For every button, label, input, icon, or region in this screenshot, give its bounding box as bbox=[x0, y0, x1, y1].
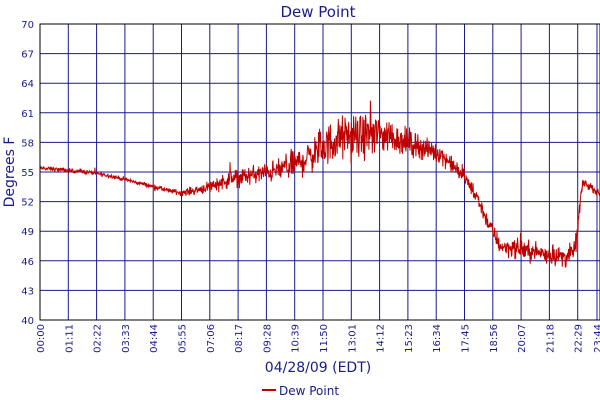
y-tick-label: 40 bbox=[21, 316, 34, 327]
x-axis-label: 04/28/09 (EDT) bbox=[265, 360, 371, 376]
x-tick-label: 16:34 bbox=[432, 324, 443, 353]
x-tick-label: 20:07 bbox=[517, 324, 528, 353]
x-tick-label: 15:23 bbox=[404, 324, 415, 353]
y-axis-label: Degrees F bbox=[2, 137, 18, 208]
y-tick-label: 64 bbox=[21, 79, 34, 90]
x-tick-label: 04:44 bbox=[149, 324, 160, 353]
grid bbox=[39, 23, 600, 321]
y-tick-labels: 40 43 46 49 52 55 58 61 64 67 70 bbox=[21, 20, 34, 327]
legend-label: Dew Point bbox=[279, 384, 339, 398]
x-tick-label: 13:01 bbox=[347, 324, 358, 353]
y-tick-label: 55 bbox=[21, 168, 34, 179]
y-tick-label: 67 bbox=[21, 50, 34, 61]
x-tick-label: 22:29 bbox=[574, 324, 585, 353]
x-tick-label: 00:00 bbox=[36, 324, 47, 353]
y-tick-label: 58 bbox=[21, 138, 34, 149]
y-tick-label: 61 bbox=[21, 109, 34, 120]
x-tick-labels: 00:00 01:11 02:22 03:33 04:44 05:55 07:06 08:17… bbox=[36, 324, 600, 353]
x-tick-label: 17:45 bbox=[461, 324, 472, 353]
x-tick-label: 10:39 bbox=[291, 324, 302, 353]
y-tick-label: 70 bbox=[21, 20, 34, 31]
x-tick-label: 23:44 bbox=[593, 324, 600, 353]
plot-frame bbox=[39, 23, 600, 321]
x-tick-label: 11:50 bbox=[319, 324, 330, 353]
y-tick-label: 49 bbox=[21, 227, 34, 238]
series-line-dew-point bbox=[39, 100, 600, 268]
x-tick-label: 09:28 bbox=[262, 324, 273, 353]
x-tick-label: 03:33 bbox=[121, 324, 132, 353]
y-tick-label: 52 bbox=[21, 198, 34, 209]
x-tick-label: 21:18 bbox=[545, 324, 556, 353]
x-tick-label: 18:56 bbox=[489, 324, 500, 353]
y-tick-label: 43 bbox=[21, 286, 34, 297]
x-tick-label: 08:17 bbox=[234, 324, 245, 353]
y-tick-label: 46 bbox=[21, 257, 34, 268]
x-tick-label: 01:11 bbox=[64, 324, 75, 353]
x-tick-label: 07:06 bbox=[206, 324, 217, 353]
x-tick-label: 02:22 bbox=[93, 324, 104, 353]
x-tick-label: 14:12 bbox=[376, 324, 387, 353]
x-tick-label: 05:55 bbox=[178, 324, 189, 353]
chart-title: Dew Point bbox=[280, 3, 355, 21]
